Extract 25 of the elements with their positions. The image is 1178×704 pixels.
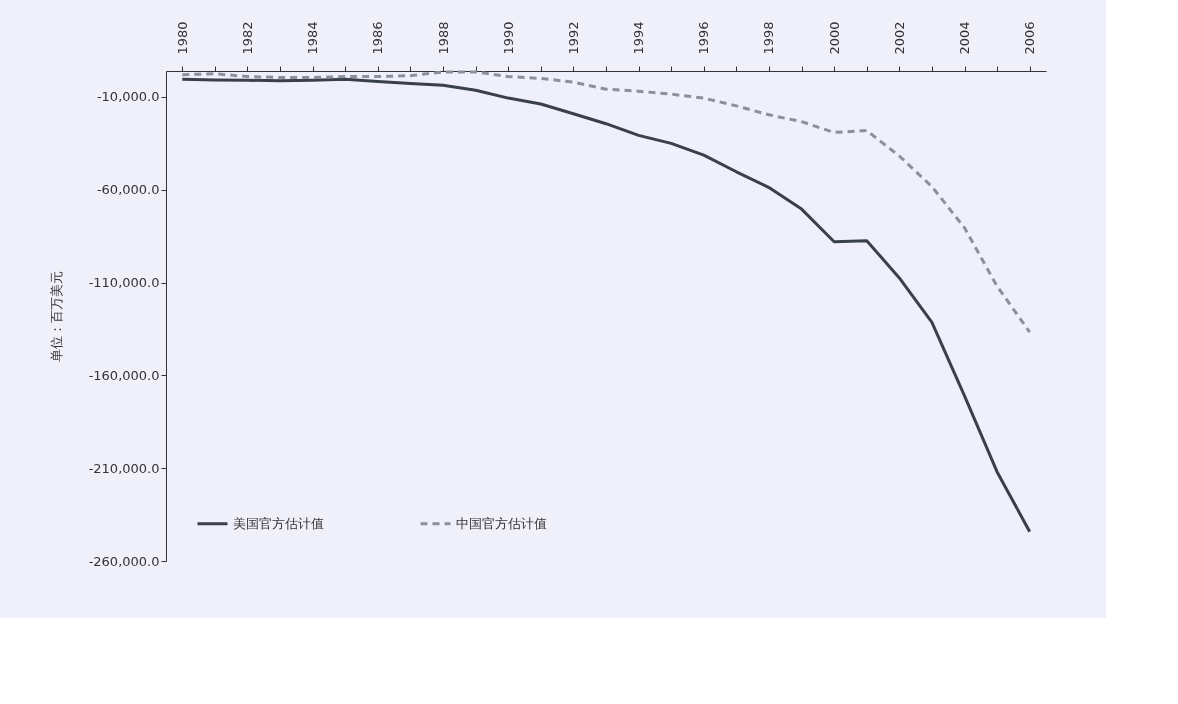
- x-tick-label: 1992: [565, 21, 581, 55]
- y-tick-label: -110,000.0: [88, 275, 160, 291]
- x-tick-label: 2000: [826, 21, 842, 55]
- x-tick-label: 1980: [174, 21, 190, 55]
- y-tick-label: -10,000.0: [96, 89, 160, 105]
- legend-label: 美国官方估计值: [233, 515, 324, 531]
- x-tick-label: 1988: [435, 21, 451, 55]
- y-tick-label: -260,000.0: [88, 553, 160, 569]
- x-tick-label: 2002: [891, 21, 907, 55]
- x-tick-label: 1996: [696, 21, 712, 55]
- y-axis-title: 单位：百万美元: [48, 271, 64, 362]
- x-tick-label: 2004: [957, 21, 973, 55]
- y-tick-label: -160,000.0: [88, 367, 160, 383]
- x-tick-label: 1986: [370, 21, 386, 55]
- y-tick-label: -210,000.0: [88, 460, 160, 476]
- line-series: [180, 77, 1032, 534]
- x-tick-label: 2006: [1022, 21, 1038, 55]
- line-series: [180, 70, 1032, 334]
- legend-label: 中国官方估计值: [456, 515, 547, 531]
- x-tick-label: 1982: [239, 21, 255, 55]
- x-tick-label: 1998: [761, 21, 777, 55]
- x-tick-label: 1994: [631, 21, 647, 55]
- x-tick-label: 1990: [500, 21, 516, 55]
- y-tick-label: -60,000.0: [96, 182, 160, 198]
- x-tick-label: 1984: [305, 21, 321, 55]
